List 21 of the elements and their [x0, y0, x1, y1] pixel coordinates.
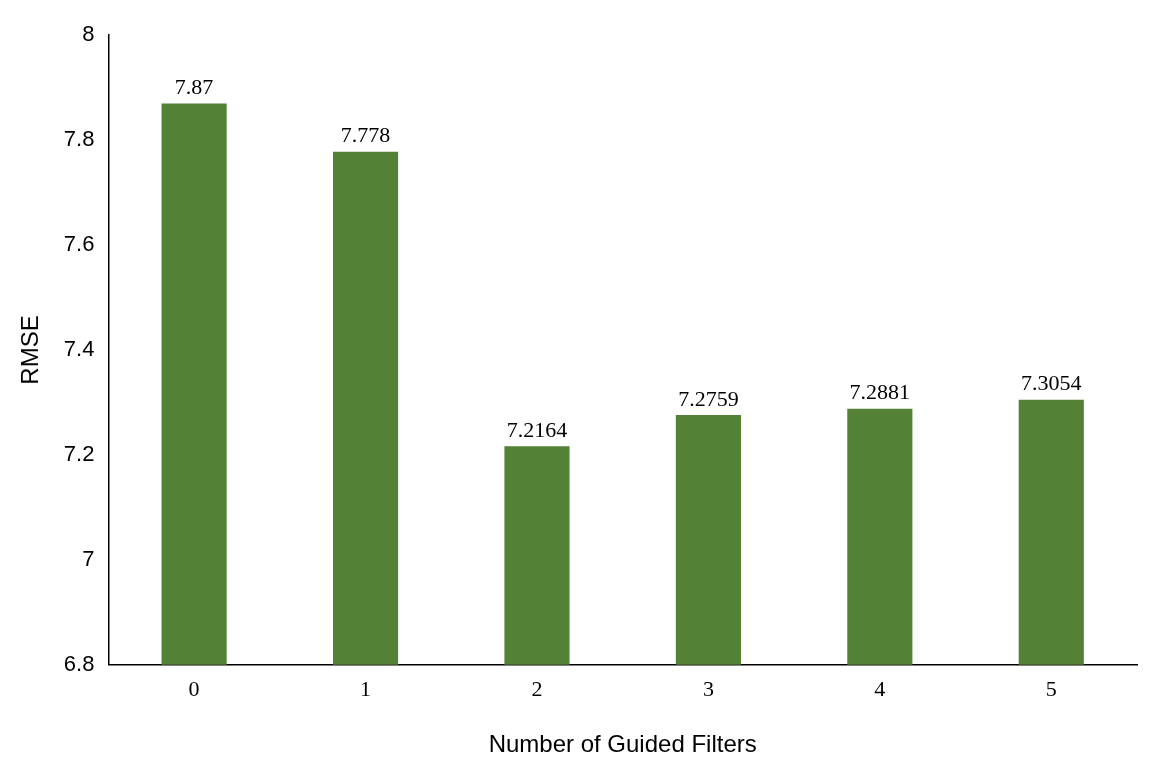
data-label: 7.2881 [849, 379, 911, 405]
x-tick-label: 4 [874, 675, 886, 701]
y-axis-title: RMSE [16, 315, 44, 385]
data-label: 7.3054 [1021, 370, 1082, 396]
data-label: 7.2759 [678, 385, 739, 411]
y-tick-label: 7 [82, 545, 95, 571]
x-tick-label: 1 [360, 675, 372, 701]
x-axis-title: Number of Guided Filters [488, 730, 757, 758]
x-tick-label: 0 [188, 675, 200, 701]
y-tick-label: 7.8 [63, 126, 95, 152]
data-label: 7.2164 [506, 417, 568, 443]
x-tick-label: 2 [531, 675, 543, 701]
y-tick-label: 7.6 [63, 231, 95, 257]
y-tick-label: 8 [82, 21, 95, 47]
y-tick-label: 6.8 [63, 650, 95, 676]
x-tick-label: 3 [702, 675, 714, 701]
x-tick-label: 5 [1045, 675, 1057, 701]
data-label: 7.87 [174, 74, 214, 100]
y-tick-label: 7.2 [63, 441, 95, 466]
data-label: 7.778 [340, 122, 391, 148]
y-tick-label: 7.4 [63, 336, 95, 362]
